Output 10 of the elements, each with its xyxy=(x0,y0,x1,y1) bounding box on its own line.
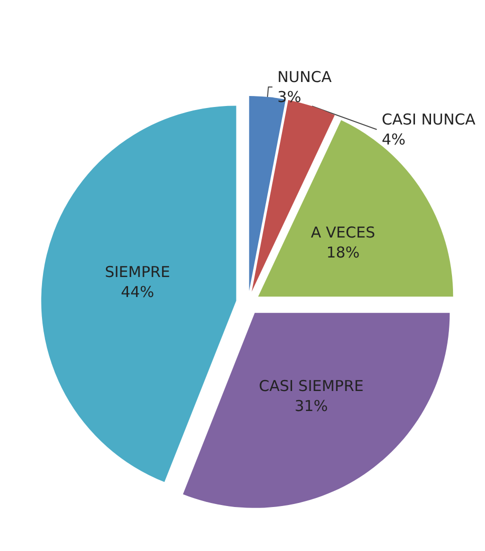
data-label: 31% xyxy=(294,397,328,416)
slice-label: SIEMPRE xyxy=(104,262,170,281)
data-label: 4% xyxy=(382,130,406,148)
slice-label: NUNCA xyxy=(277,68,332,86)
slice-label: CASI SIEMPRE xyxy=(258,377,364,396)
data-label: 18% xyxy=(326,244,360,262)
data-label: 3% xyxy=(277,88,302,106)
slice-label: A VECES xyxy=(310,224,376,242)
data-label: 44% xyxy=(120,282,154,301)
slice-label: CASI NUNCA xyxy=(382,110,476,128)
